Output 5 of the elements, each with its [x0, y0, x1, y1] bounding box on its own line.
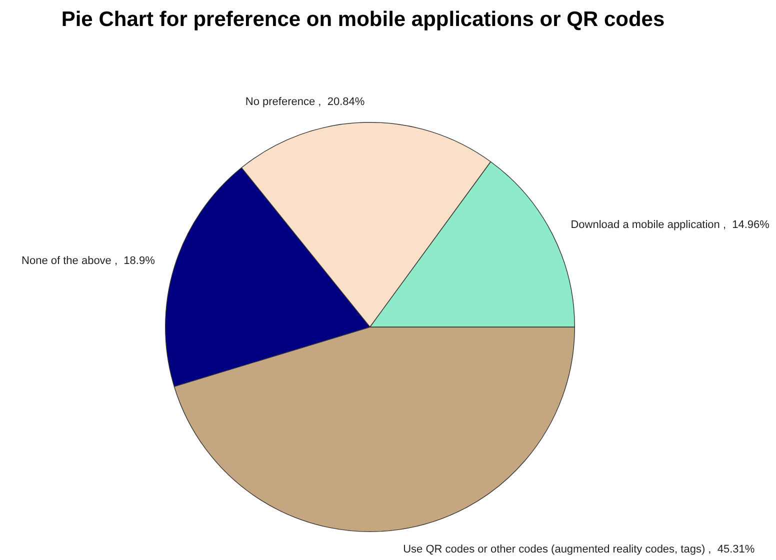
slice-label: No preference , 20.84% — [245, 96, 365, 108]
chart-title: Pie Chart for preference on mobile applications or QR codes — [60, 8, 666, 32]
slice-label: None of the above , 18.9% — [22, 254, 156, 267]
slice-label: Use QR codes or other codes (augmented reality codes, tags) , 45.31% — [403, 544, 755, 556]
slice-label: Download a mobile application , 14.96% — [570, 219, 770, 232]
